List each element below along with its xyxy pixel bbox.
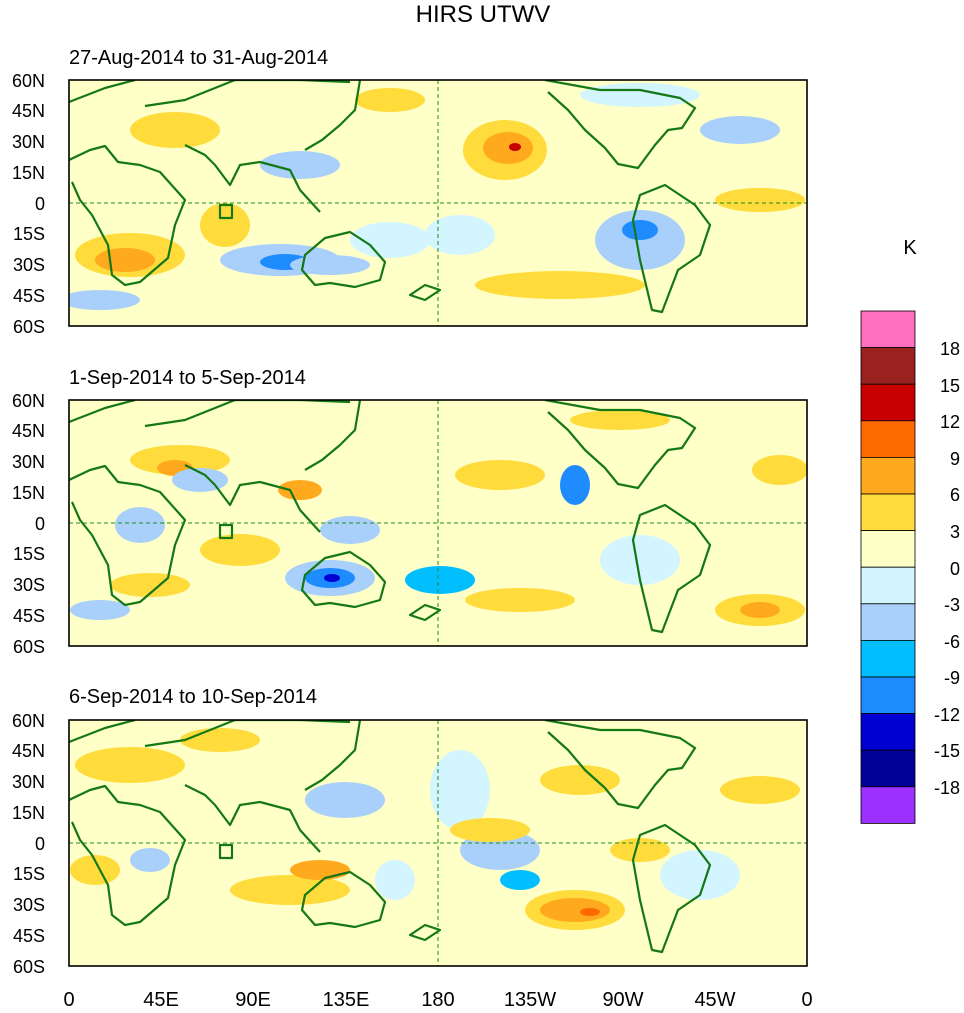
panel-1-period: 27-Aug-2014 to 31-Aug-2014	[69, 47, 328, 69]
lat-tick-label: 45N	[12, 101, 45, 121]
lat-tick-label: 60N	[12, 391, 45, 411]
lat-tick-label: 15S	[13, 544, 45, 564]
lat-tick-label: 45S	[13, 286, 45, 306]
lat-tick-label: 15N	[12, 803, 45, 823]
colorbar: K 18 15 12 9 6 3 0 -3 -6 -9 -12 -15 -18	[860, 237, 960, 824]
figure-title: HIRS UTWV	[416, 1, 551, 28]
lat-tick-label: 60N	[12, 711, 45, 731]
lon-tick-label: 90E	[235, 989, 271, 1011]
panel-2-frame	[68, 399, 808, 647]
panel-3-frame	[68, 719, 808, 967]
lat-tick-label: 15S	[13, 224, 45, 244]
colorbar-label: -9	[944, 668, 960, 688]
colorbar-label: -12	[934, 705, 960, 725]
lon-tick-label: 135E	[323, 989, 370, 1011]
colorbar-labels: 18 15 12 9 6 3 0 -3 -6 -9 -12 -15 -18	[934, 339, 960, 798]
colorbar-label: 3	[950, 522, 960, 542]
colorbar-label: 15	[940, 376, 960, 396]
lat-tick-label: 30S	[13, 255, 45, 275]
lat-tick-label: 45S	[13, 606, 45, 626]
colorbar-swatch	[860, 676, 916, 714]
panel-2-period: 1-Sep-2014 to 5-Sep-2014	[69, 367, 306, 389]
panel-3-anomaly-field	[70, 728, 800, 930]
lon-axis: 0 45E 90E 135E 180 135W 90W 45W 0	[63, 989, 812, 1011]
panel-1-graticule	[69, 80, 807, 326]
colorbar-swatch	[860, 420, 916, 458]
colorbar-swatch	[860, 786, 916, 824]
panel-1-coastlines	[69, 80, 712, 314]
panel-2-anomaly-field	[70, 410, 807, 626]
colorbar-label: -18	[934, 778, 960, 798]
colorbar-label: 9	[950, 449, 960, 469]
lat-tick-label: 30N	[12, 452, 45, 472]
lat-tick-label: 60S	[13, 317, 45, 337]
colorbar-swatch	[860, 749, 916, 788]
panel-2-graticule	[69, 400, 807, 646]
panel-3-graticule	[69, 720, 807, 966]
colorbar-swatch	[860, 493, 916, 531]
lon-tick-label: 135W	[504, 989, 556, 1011]
colorbar-label: -15	[934, 741, 960, 761]
colorbar-unit: K	[903, 237, 917, 259]
panel-2-coastlines	[69, 400, 712, 634]
colorbar-swatch	[860, 456, 916, 495]
colorbar-label: 0	[950, 559, 960, 579]
colorbar-label: 12	[940, 412, 960, 432]
lon-tick-label: 90W	[602, 989, 643, 1011]
colorbar-label: 6	[950, 485, 960, 505]
lat-tick-label: 15N	[12, 483, 45, 503]
lat-tick-label: 60S	[13, 637, 45, 657]
panel-3-lat-axis: 60N 45N 30N 15N 0 15S 30S 45S 60S	[12, 711, 45, 977]
lat-tick-label: 0	[35, 514, 45, 534]
lat-tick-label: 15S	[13, 864, 45, 884]
panel-2-lat-axis: 60N 45N 30N 15N 0 15S 30S 45S 60S	[12, 391, 45, 657]
panel-1-frame	[68, 79, 808, 327]
colorbar-swatch	[860, 530, 916, 568]
lat-tick-label: 30N	[12, 132, 45, 152]
lat-tick-label: 0	[35, 194, 45, 214]
colorbar-swatch	[860, 640, 916, 678]
map-panel-2: 1-Sep-2014 to 5-Sep-2014	[12, 367, 808, 657]
panel-1-lat-axis: 60N 45N 30N 15N 0 15S 30S 45S 60S	[12, 71, 45, 337]
colorbar-label: -6	[944, 632, 960, 652]
lat-tick-label: 60N	[12, 71, 45, 91]
lat-tick-label: 30S	[13, 575, 45, 595]
lat-tick-label: 45N	[12, 741, 45, 761]
lat-tick-label: 45S	[13, 926, 45, 946]
lat-tick-label: 30S	[13, 895, 45, 915]
lat-tick-label: 15N	[12, 163, 45, 183]
colorbar-swatch	[860, 310, 916, 348]
colorbar-swatch	[860, 383, 916, 422]
colorbar-label: -3	[944, 595, 960, 615]
lat-tick-label: 60S	[13, 957, 45, 977]
lon-tick-label: 45W	[694, 989, 735, 1011]
colorbar-label: 18	[940, 339, 960, 359]
colorbar-swatch	[860, 713, 916, 751]
lon-tick-label: 180	[421, 989, 454, 1011]
lat-tick-label: 30N	[12, 772, 45, 792]
panel-3-period: 6-Sep-2014 to 10-Sep-2014	[69, 686, 317, 708]
lat-tick-label: 0	[35, 834, 45, 854]
lon-tick-label: 45E	[143, 989, 179, 1011]
map-panel-1: 27-Aug-2014 to 31-Aug-2014	[12, 47, 808, 337]
panel-3-coastlines	[69, 720, 712, 954]
colorbar-swatch	[860, 347, 916, 385]
colorbar-swatch	[860, 603, 916, 641]
colorbar-swatches	[860, 310, 916, 824]
map-panel-3: 6-Sep-2014 to 10-Sep-2014	[12, 686, 808, 977]
lon-tick-label: 0	[63, 989, 74, 1011]
colorbar-swatch	[860, 566, 916, 605]
lon-tick-label: 0	[801, 989, 812, 1011]
lat-tick-label: 45N	[12, 421, 45, 441]
